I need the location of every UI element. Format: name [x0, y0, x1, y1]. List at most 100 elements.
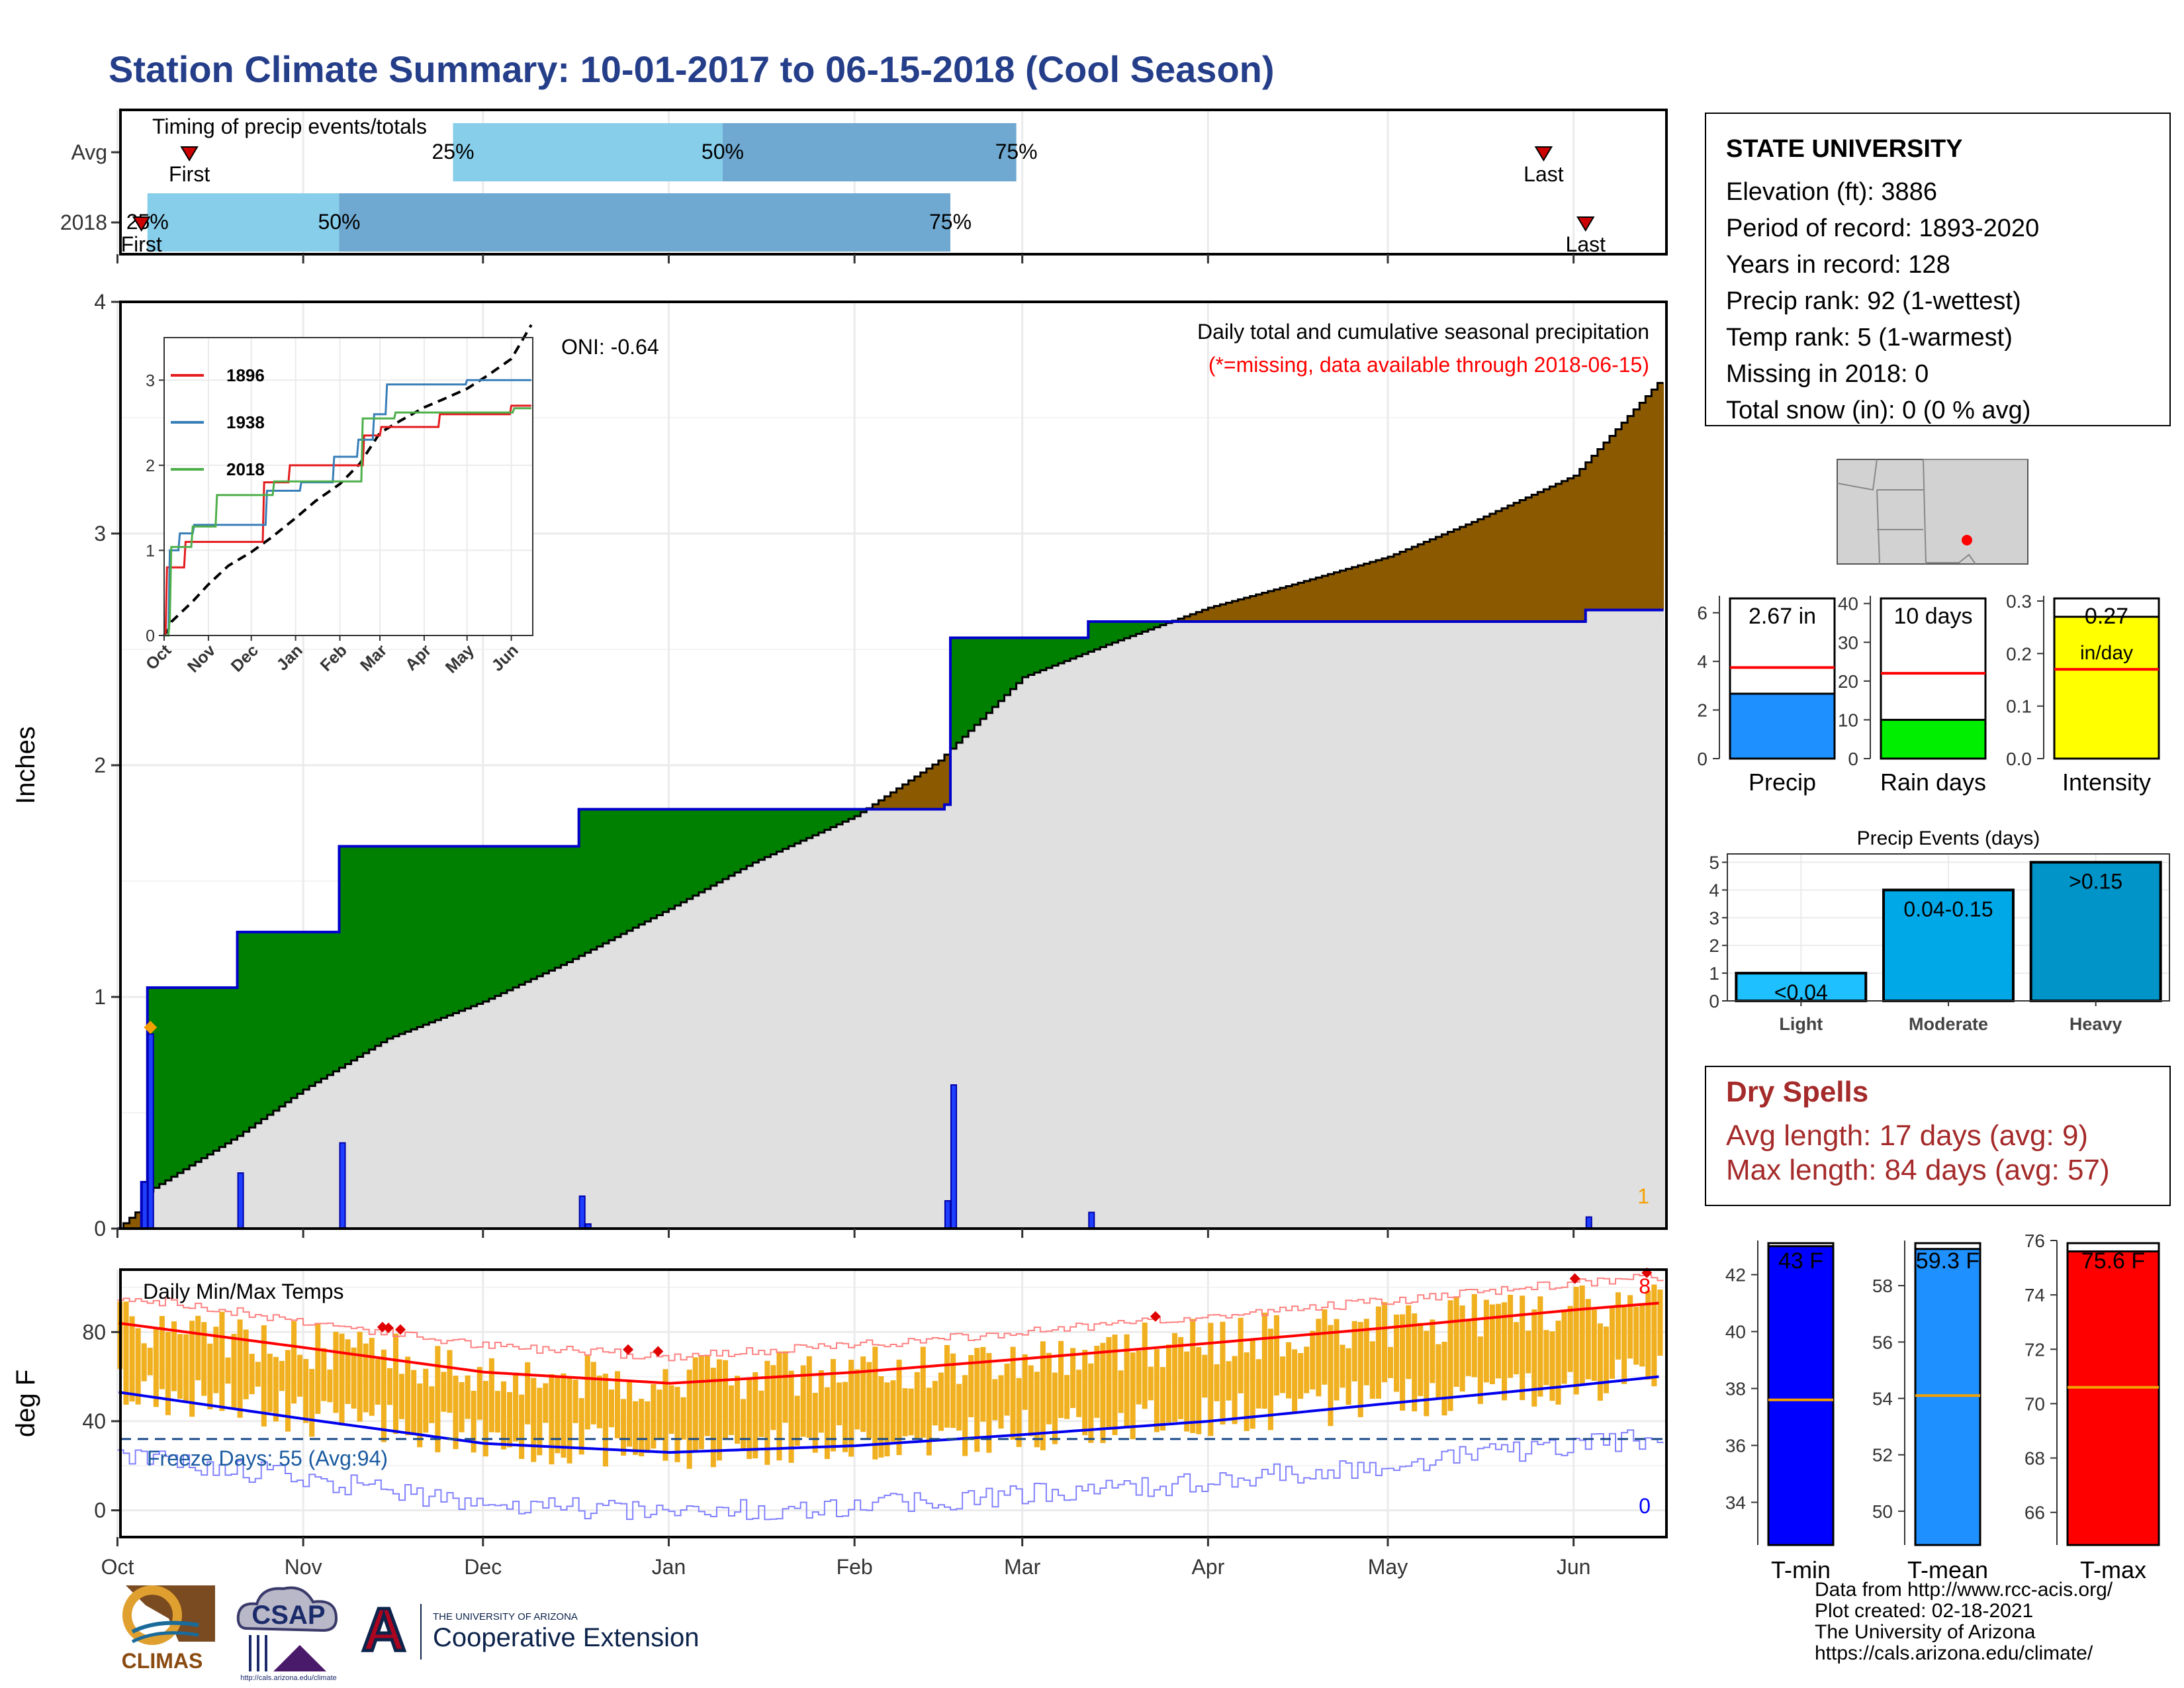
missing-day-marker	[144, 1021, 158, 1034]
daily-temp-range-bar	[519, 1394, 525, 1459]
daily-temp-range-bar	[770, 1365, 776, 1430]
mini-y-tick-label: 0.2	[2006, 643, 2032, 664]
above-average-fill	[183, 988, 190, 1170]
below-average-fill	[1447, 532, 1455, 622]
daily-temp-range-bar	[1148, 1366, 1154, 1401]
daily-temp-range-bar	[1328, 1325, 1334, 1427]
above-average-fill	[315, 932, 322, 1082]
daily-temp-range-bar	[1495, 1303, 1502, 1379]
event-bar-label: >0.15	[2069, 870, 2122, 894]
above-average-fill	[195, 988, 202, 1162]
above-average-fill	[836, 809, 843, 825]
events-y-tick-label: 5	[1709, 853, 1719, 873]
daily-precip-bar	[237, 1172, 244, 1229]
daily-temp-range-bar	[357, 1331, 363, 1422]
daily-temp-range-bar	[1657, 1289, 1663, 1356]
timing-bar-50-75	[722, 123, 1017, 181]
daily-temp-range-bar	[920, 1346, 926, 1438]
above-average-fill	[735, 809, 741, 872]
daily-temp-range-bar	[1412, 1313, 1418, 1412]
station-location-marker	[1962, 535, 1972, 545]
daily-temp-range-bar	[1004, 1364, 1010, 1416]
below-average-fill	[1196, 612, 1203, 622]
below-average-fill	[1214, 606, 1221, 622]
above-average-fill	[584, 809, 592, 953]
mini-y-tick-label: 76	[2025, 1231, 2045, 1251]
daily-temp-range-bar	[531, 1378, 537, 1462]
daily-temp-range-bar	[1064, 1375, 1070, 1419]
mini-y-tick-label: 10	[1838, 710, 1858, 730]
tmin-panel: 34 36 38 40 42 43 F T-min	[1725, 1241, 1835, 1583]
below-average-fill	[1273, 589, 1281, 622]
daily-temp-range-bar	[435, 1346, 441, 1452]
events-y-tick-label: 3	[1709, 908, 1719, 928]
timing-percent-label: 25%	[432, 140, 474, 164]
daily-temp-range-bar	[1178, 1336, 1184, 1419]
daily-temp-range-bar	[1304, 1346, 1310, 1393]
mini-bar	[1729, 692, 1836, 760]
temps-x-tick-label: Mar	[1004, 1555, 1040, 1579]
temps-x-tick-label: Nov	[285, 1555, 322, 1579]
below-average-fill	[1418, 544, 1424, 622]
timing-percent-label: 75%	[995, 140, 1038, 164]
daily-temp-range-bar	[429, 1386, 435, 1423]
temps-x-tick-label: Jun	[1557, 1555, 1591, 1579]
below-average-fill	[884, 796, 891, 810]
daily-temp-range-bar	[602, 1374, 608, 1467]
precip-total-panel: 0 2 4 6 2.67 in Precip	[1697, 596, 1836, 796]
daily-temp-range-bar	[1447, 1300, 1453, 1411]
station-snow: Total snow (in): 0 (0 % avg)	[1726, 397, 2031, 424]
daily-temp-range-bar	[375, 1359, 381, 1405]
timing-percent-label: 50%	[702, 140, 744, 164]
footer-data-source: Data from http://www.rcc-acis.org/	[1815, 1579, 2113, 1601]
daily-temp-range-bar	[1597, 1323, 1603, 1401]
above-average-fill	[674, 809, 682, 906]
inset-legend-label: 1896	[226, 365, 265, 385]
daily-temp-range-bar	[1567, 1305, 1573, 1372]
daily-temp-range-bar	[1292, 1349, 1298, 1415]
daily-temp-range-bar	[716, 1359, 722, 1461]
above-average-fill	[375, 846, 382, 1046]
precip-events-panel: 012345<0.04Light0.04-0.15Moderate>0.15He…	[1709, 827, 2170, 1034]
above-average-fill	[369, 846, 376, 1050]
above-average-fill	[590, 809, 598, 950]
daily-temp-range-bar	[1094, 1346, 1100, 1418]
daily-temp-range-bar	[267, 1353, 273, 1413]
events-y-tick-label: 0	[1709, 991, 1719, 1011]
above-average-fill	[1124, 622, 1131, 639]
daily-temp-range-bar	[1076, 1370, 1082, 1417]
below-average-fill	[1232, 601, 1239, 622]
daily-temp-range-bar	[1435, 1344, 1441, 1399]
daily-temp-range-bar	[1310, 1331, 1316, 1390]
above-average-fill	[477, 846, 484, 1004]
above-average-fill	[429, 846, 435, 1023]
below-average-fill	[926, 769, 933, 810]
above-average-fill	[177, 988, 184, 1173]
below-average-fill	[129, 1217, 136, 1229]
daily-temp-range-bar	[1627, 1295, 1633, 1359]
daily-temp-range-bar	[507, 1391, 513, 1448]
above-average-fill	[345, 846, 352, 1064]
daily-temp-range-bar	[1106, 1336, 1112, 1430]
daily-temp-range-bar	[938, 1372, 944, 1431]
above-average-fill	[482, 846, 490, 1002]
above-average-fill	[387, 846, 394, 1039]
csap-logo-text: CSAP	[251, 1601, 325, 1630]
daily-temp-range-bar	[1585, 1299, 1591, 1380]
daily-precip-bar	[950, 1084, 958, 1229]
daily-temp-range-bar	[1633, 1306, 1639, 1365]
above-average-fill	[513, 846, 520, 988]
below-average-fill	[1508, 505, 1514, 622]
daily-temp-range-bar	[1375, 1306, 1381, 1399]
daily-temp-range-bar	[1549, 1331, 1555, 1401]
above-average-fill	[405, 846, 412, 1032]
record-low-line	[117, 1429, 1664, 1521]
daily-temp-range-bar	[800, 1365, 806, 1437]
below-average-fill	[872, 804, 879, 810]
daily-temp-range-bar	[1208, 1323, 1214, 1436]
daily-temp-range-bar	[1214, 1364, 1220, 1401]
intensity-panel: 0.0 0.1 0.2 0.3 0.27 in/day Intensity	[2006, 591, 2160, 796]
daily-temp-range-bar	[752, 1372, 758, 1459]
above-average-fill	[327, 932, 334, 1075]
